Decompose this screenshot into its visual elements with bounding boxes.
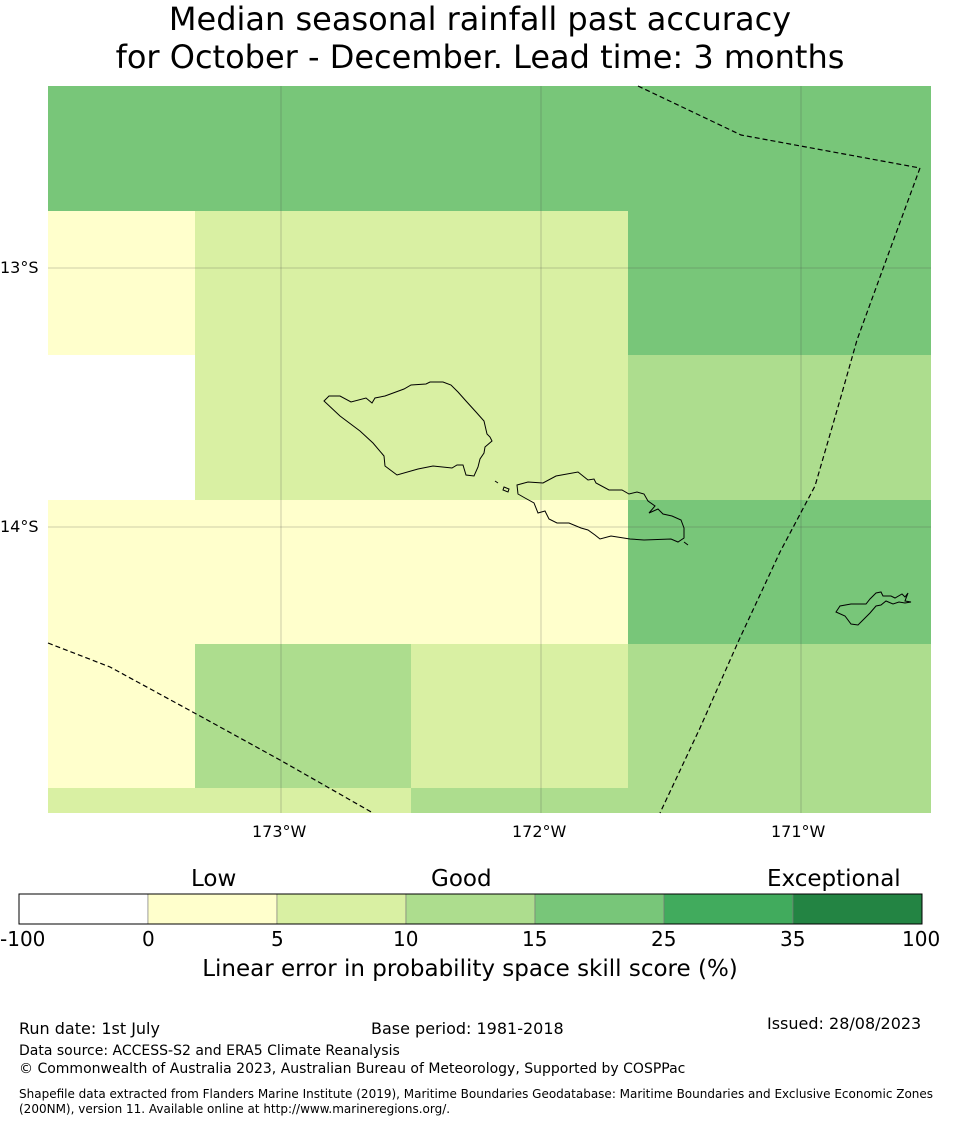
lat-label-13s: 13°S <box>0 258 39 277</box>
map-title-line-1: Median seasonal rainfall past accuracy <box>168 0 792 38</box>
map-title-line-2: for October - December. Lead time: 3 mon… <box>115 38 845 76</box>
coastlines <box>323 381 912 626</box>
grid-cell <box>844 86 931 211</box>
grid-cell <box>411 86 628 211</box>
grid-cell <box>411 500 628 644</box>
base-period: Base period: 1981-2018 <box>371 1019 564 1038</box>
colorbar-tick: 35 <box>780 927 806 951</box>
colorbar-segment <box>276 893 407 925</box>
colorbar-segment <box>147 893 278 925</box>
colorbar-tick: -100 <box>0 927 46 951</box>
lon-label-171w: 171°W <box>771 822 826 841</box>
manono-islet-outline <box>502 486 510 493</box>
grid-cell <box>48 644 195 788</box>
colorbar-tick: 15 <box>522 927 548 951</box>
grid-cell <box>195 644 411 788</box>
colorbar-tick: 25 <box>651 927 677 951</box>
grid-cell <box>844 500 931 644</box>
grid-cell <box>411 211 628 355</box>
savaii-island-outline <box>323 381 493 477</box>
grid-cell <box>411 355 628 500</box>
grid-cell <box>628 500 844 644</box>
lat-label-14s: 14°S <box>0 517 39 536</box>
lon-label-173w: 173°W <box>252 822 307 841</box>
data-source: Data source: ACCESS-S2 and ERA5 Climate … <box>19 1043 400 1059</box>
colorbar-segment <box>534 893 665 925</box>
colorbar-frame <box>18 893 923 925</box>
grid-cell <box>195 211 411 355</box>
grid-cell <box>844 355 931 500</box>
grid-cell <box>48 500 195 644</box>
grid-cell <box>195 355 411 500</box>
colorbar-segment <box>18 893 149 925</box>
category-good: Good <box>431 866 492 892</box>
colorbar-tick: 5 <box>271 927 284 951</box>
grid-cell <box>628 211 844 355</box>
category-exceptional: Exceptional <box>767 866 901 892</box>
apolima-islet-outline <box>494 480 499 484</box>
category-low: Low <box>191 866 237 892</box>
eez-boundary-north <box>637 85 921 169</box>
grid-cell <box>628 788 844 813</box>
grid-cell <box>844 788 931 813</box>
colorbar-tick: 0 <box>142 927 155 951</box>
lon-label-172w: 172°W <box>512 822 567 841</box>
colorbar <box>18 893 923 925</box>
maritime-boundaries <box>47 85 921 814</box>
grid-cell <box>195 788 411 813</box>
grid-cell <box>195 86 411 211</box>
grid-cell <box>628 644 844 788</box>
colorbar-label: Linear error in probability space skill … <box>202 956 738 982</box>
tutuila-island-outline <box>835 591 912 626</box>
graticule <box>48 86 931 813</box>
skill-grid <box>48 86 931 813</box>
grid-cell <box>48 355 195 500</box>
grid-cell <box>48 86 195 211</box>
eez-boundary-southwest <box>47 642 374 814</box>
colorbar-segment <box>792 893 923 925</box>
grid-cell <box>195 500 411 644</box>
copyright: © Commonwealth of Australia 2023, Austra… <box>19 1061 686 1077</box>
grid-cell <box>411 644 628 788</box>
grid-cell <box>628 86 844 211</box>
shapefile-credit: Shapefile data extracted from Flanders M… <box>19 1087 934 1116</box>
grid-cell <box>48 788 195 813</box>
eez-boundary-east <box>659 167 921 814</box>
run-date: Run date: 1st July <box>19 1019 160 1038</box>
grid-cell <box>48 211 195 355</box>
grid-cell <box>844 211 931 355</box>
upolu-east-point <box>683 541 689 546</box>
issued-date: Issued: 28/08/2023 <box>767 1014 922 1033</box>
grid-cell <box>844 644 931 788</box>
colorbar-segment <box>663 893 794 925</box>
upolu-island-outline <box>516 471 685 543</box>
colorbar-tick: 10 <box>393 927 419 951</box>
grid-cell <box>411 788 628 813</box>
colorbar-segment <box>405 893 536 925</box>
grid-cell <box>628 355 844 500</box>
colorbar-tick: 100 <box>902 927 941 951</box>
